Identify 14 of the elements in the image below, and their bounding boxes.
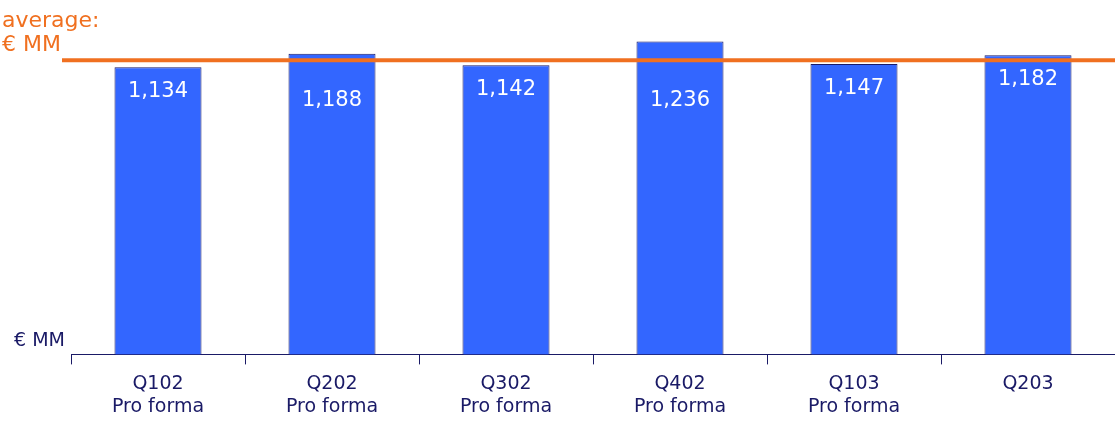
data-label: 1,147 [823,75,885,99]
data-label: 1,134 [127,78,189,103]
y-axis-title: € MM [14,327,65,350]
x-tick-label: Q202 Pro forma [285,370,379,416]
x-tick-label: Q402 Pro forma [633,370,727,416]
data-label: 1,236 [649,87,711,112]
data-label: 1,142 [475,76,537,101]
data-label: 1,182 [997,66,1059,91]
ref-line-label: average: € MM [2,6,100,56]
x-tick-label: Q302 Pro forma [459,370,553,416]
x-tick-label: Q203 [1002,370,1054,393]
x-tick-label: Q103 Pro forma [807,370,901,416]
x-tick-label: Q102 Pro forma [111,370,205,416]
data-label: 1,188 [301,87,363,112]
